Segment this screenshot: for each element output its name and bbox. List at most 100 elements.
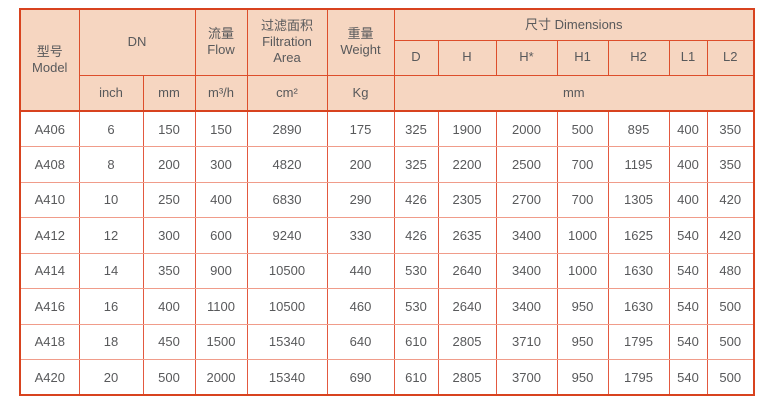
header-dim-h: H — [437, 39, 497, 76]
cell-h1: 500 — [556, 110, 609, 147]
cell-model: A414 — [19, 252, 80, 289]
cell-model: A410 — [19, 181, 80, 218]
header-area-zh: 过滤面积 — [260, 17, 313, 33]
cell-l2: 350 — [706, 110, 755, 147]
cell-hstar: 3400 — [495, 288, 558, 325]
cell-weight: 330 — [326, 217, 395, 254]
cell-h2: 1795 — [607, 359, 670, 396]
spec-sheet: 型号 Model DN 流量 Flow 过滤面积 Filtration Area… — [19, 8, 756, 396]
cell-h: 2635 — [437, 217, 497, 254]
table-row: A414 14 350 900 10500 440 530 2640 3400 … — [19, 252, 755, 289]
cell-l1: 400 — [668, 181, 708, 218]
cell-h1: 700 — [556, 146, 609, 183]
cell-d: 325 — [393, 146, 439, 183]
unit-dimensions: mm — [393, 74, 755, 112]
unit-inch: inch — [78, 74, 144, 112]
cell-flow: 150 — [194, 110, 248, 147]
table-row: A420 20 500 2000 15340 690 610 2805 3700… — [19, 359, 755, 396]
cell-h2: 1630 — [607, 288, 670, 325]
header-weight-zh: 重量 — [347, 26, 374, 41]
cell-mm: 300 — [142, 217, 196, 254]
cell-mm: 450 — [142, 323, 196, 360]
cell-l2: 350 — [706, 146, 755, 183]
cell-area: 9240 — [246, 217, 328, 254]
cell-hstar: 2500 — [495, 146, 558, 183]
cell-hstar: 2700 — [495, 181, 558, 218]
cell-inch: 14 — [78, 252, 144, 289]
cell-h: 1900 — [437, 110, 497, 147]
cell-flow: 600 — [194, 217, 248, 254]
table-row: A416 16 400 1100 10500 460 530 2640 3400… — [19, 288, 755, 325]
cell-inch: 20 — [78, 359, 144, 396]
cell-h2: 895 — [607, 110, 670, 147]
cell-l1: 400 — [668, 110, 708, 147]
header-flow: 流量 Flow — [194, 8, 248, 76]
header-dim-h1: H1 — [556, 39, 609, 76]
header-flow-en: Flow — [207, 42, 235, 58]
header-model: 型号 Model — [19, 8, 80, 112]
cell-model: A418 — [19, 323, 80, 360]
cell-d: 530 — [393, 288, 439, 325]
table-row: A408 8 200 300 4820 200 325 2200 2500 70… — [19, 146, 755, 183]
cell-model: A412 — [19, 217, 80, 254]
cell-flow: 2000 — [194, 359, 248, 396]
cell-model: A420 — [19, 359, 80, 396]
unit-flow: m³/h — [194, 74, 248, 112]
cell-inch: 10 — [78, 181, 144, 218]
table-row: A412 12 300 600 9240 330 426 2635 3400 1… — [19, 217, 755, 254]
cell-l2: 500 — [706, 359, 755, 396]
header-dim-l1: L1 — [668, 39, 708, 76]
cell-h: 2805 — [437, 359, 497, 396]
cell-d: 610 — [393, 323, 439, 360]
cell-l1: 540 — [668, 323, 708, 360]
cell-flow: 400 — [194, 181, 248, 218]
cell-hstar: 3700 — [495, 359, 558, 396]
cell-h2: 1630 — [607, 252, 670, 289]
cell-l2: 500 — [706, 323, 755, 360]
cell-area: 2890 — [246, 110, 328, 147]
header-dimensions: 尺寸 Dimensions — [393, 8, 755, 41]
cell-l2: 480 — [706, 252, 755, 289]
cell-h: 2640 — [437, 252, 497, 289]
cell-h1: 950 — [556, 359, 609, 396]
cell-d: 530 — [393, 252, 439, 289]
cell-inch: 12 — [78, 217, 144, 254]
cell-l1: 540 — [668, 217, 708, 254]
cell-h1: 950 — [556, 288, 609, 325]
cell-d: 610 — [393, 359, 439, 396]
cell-weight: 200 — [326, 146, 395, 183]
unit-mm: mm — [142, 74, 196, 112]
cell-weight: 290 — [326, 181, 395, 218]
cell-h: 2200 — [437, 146, 497, 183]
cell-h1: 1000 — [556, 217, 609, 254]
cell-inch: 18 — [78, 323, 144, 360]
header-filtration-area: 过滤面积 Filtration Area — [246, 8, 328, 76]
cell-mm: 200 — [142, 146, 196, 183]
cell-hstar: 3710 — [495, 323, 558, 360]
cell-area: 4820 — [246, 146, 328, 183]
cell-weight: 690 — [326, 359, 395, 396]
table-row: A406 6 150 150 2890 175 325 1900 2000 50… — [19, 110, 755, 147]
cell-model: A416 — [19, 288, 80, 325]
cell-flow: 1500 — [194, 323, 248, 360]
cell-hstar: 3400 — [495, 252, 558, 289]
cell-h2: 1625 — [607, 217, 670, 254]
cell-h1: 950 — [556, 323, 609, 360]
cell-h2: 1795 — [607, 323, 670, 360]
cell-flow: 1100 — [194, 288, 248, 325]
cell-h: 2305 — [437, 181, 497, 218]
cell-l2: 500 — [706, 288, 755, 325]
header-dim-h2: H2 — [607, 39, 670, 76]
cell-mm: 400 — [142, 288, 196, 325]
cell-l1: 540 — [668, 252, 708, 289]
cell-mm: 250 — [142, 181, 196, 218]
cell-d: 426 — [393, 181, 439, 218]
cell-flow: 900 — [194, 252, 248, 289]
header-weight: 重量 Weight — [326, 8, 395, 76]
cell-d: 426 — [393, 217, 439, 254]
cell-l1: 540 — [668, 359, 708, 396]
cell-hstar: 2000 — [495, 110, 558, 147]
cell-l1: 540 — [668, 288, 708, 325]
cell-area: 15340 — [246, 323, 328, 360]
cell-weight: 175 — [326, 110, 395, 147]
